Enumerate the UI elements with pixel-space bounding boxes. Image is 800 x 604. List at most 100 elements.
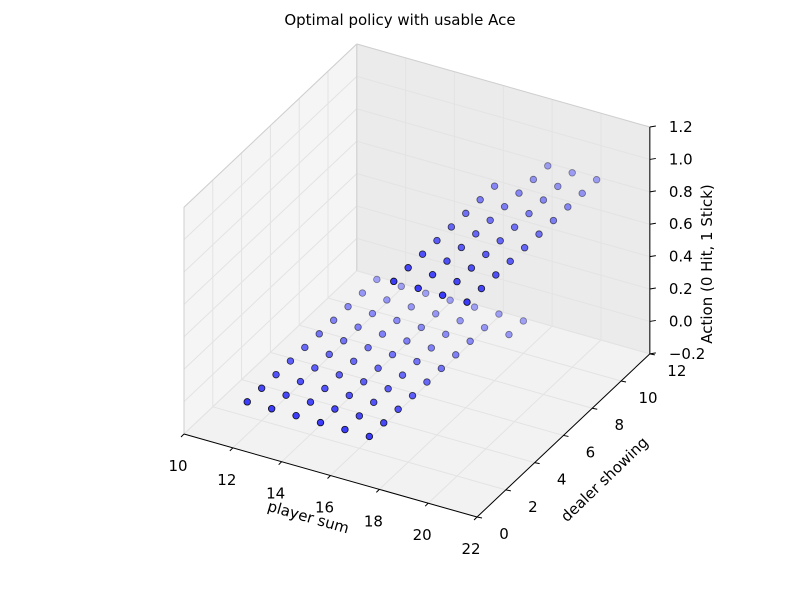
data-point <box>370 398 378 407</box>
x-tick <box>473 516 478 521</box>
data-point <box>243 398 251 406</box>
chart-title: Optimal policy with usable Ace <box>284 11 515 29</box>
data-point <box>315 330 323 338</box>
z-tick <box>649 125 656 128</box>
data-point <box>525 209 533 218</box>
data-point <box>378 330 387 338</box>
y-tick <box>476 516 483 519</box>
data-point <box>296 377 305 386</box>
data-point <box>466 337 474 345</box>
x-tick-label: 16 <box>315 499 334 517</box>
data-point <box>495 310 503 318</box>
data-point <box>408 391 417 400</box>
grid-line <box>183 173 358 338</box>
data-points <box>243 162 601 441</box>
data-point <box>486 216 494 224</box>
data-point <box>515 189 523 197</box>
x-tick <box>278 461 283 466</box>
data-point <box>394 405 402 413</box>
data-point <box>529 175 538 184</box>
x-tick <box>327 475 331 479</box>
data-point <box>496 237 504 245</box>
data-point <box>349 357 358 365</box>
data-point <box>428 270 437 279</box>
data-point <box>355 412 364 420</box>
data-point <box>316 418 325 427</box>
y-tick <box>563 434 569 437</box>
x-tick-label: 22 <box>461 540 480 558</box>
grid-line <box>356 237 650 322</box>
data-point <box>407 303 415 311</box>
data-point <box>358 289 367 297</box>
data-point <box>354 323 362 331</box>
y-tick-label: 6 <box>586 443 596 461</box>
z-tick <box>649 287 656 290</box>
x-tick <box>180 433 185 438</box>
data-point <box>384 385 392 393</box>
data-point <box>510 223 519 231</box>
y-tick-label: 2 <box>528 498 538 516</box>
data-point <box>544 162 552 170</box>
tick-labels: 10121416182022024681012−0.20.00.20.40.60… <box>168 118 705 558</box>
data-point <box>456 317 464 325</box>
data-point <box>520 244 529 252</box>
grid-line <box>356 270 650 355</box>
data-point <box>421 289 430 297</box>
data-point <box>413 357 421 366</box>
data-point <box>368 309 377 318</box>
grid-line <box>183 140 358 305</box>
axis-panes <box>184 44 650 518</box>
data-point <box>453 277 461 286</box>
grid-line <box>241 379 535 464</box>
grid-line <box>270 351 564 436</box>
grid-line <box>356 108 650 193</box>
grid-line <box>183 108 358 273</box>
grid-line <box>212 406 506 491</box>
z-tick <box>649 190 656 193</box>
z-tick-label: 0.0 <box>669 312 693 330</box>
data-point <box>500 202 509 211</box>
data-point <box>311 364 319 372</box>
grid-line <box>356 75 650 160</box>
data-point <box>472 230 480 238</box>
data-point <box>380 419 388 427</box>
data-point <box>447 223 456 231</box>
data-point <box>592 176 601 184</box>
data-point <box>446 296 454 304</box>
data-point <box>306 398 315 406</box>
grid-line <box>183 205 358 370</box>
data-point <box>341 425 349 434</box>
data-point <box>535 230 543 238</box>
x-axis-label: player sum <box>266 497 352 537</box>
z-tick-label: 0.6 <box>669 215 693 233</box>
data-point <box>390 277 398 286</box>
x-tick-label: 18 <box>364 512 383 530</box>
data-point <box>549 216 558 225</box>
grid-line <box>356 140 650 225</box>
data-point <box>505 330 513 339</box>
data-point <box>292 411 300 420</box>
y-tick-label: 12 <box>667 362 686 380</box>
data-point <box>480 323 489 332</box>
z-tick <box>649 319 656 322</box>
x-tick <box>229 447 234 452</box>
data-point <box>519 317 528 325</box>
data-point <box>438 291 447 299</box>
data-point <box>397 282 405 291</box>
z-axis-label: Action (0 Hit, 1 Stick) <box>698 184 716 343</box>
data-point <box>470 303 479 311</box>
data-point <box>463 298 471 306</box>
data-point <box>257 384 266 392</box>
z-tick-label: 1.0 <box>669 150 693 168</box>
data-point <box>476 196 484 204</box>
data-point <box>365 432 374 441</box>
x-tick <box>376 489 380 493</box>
data-point <box>417 323 425 332</box>
grid-line <box>299 324 593 409</box>
data-point <box>462 209 470 218</box>
y-tick <box>620 380 627 383</box>
z-tick-label: 0.8 <box>669 183 693 201</box>
data-point <box>414 284 422 292</box>
y-tick-label: 10 <box>638 389 657 407</box>
